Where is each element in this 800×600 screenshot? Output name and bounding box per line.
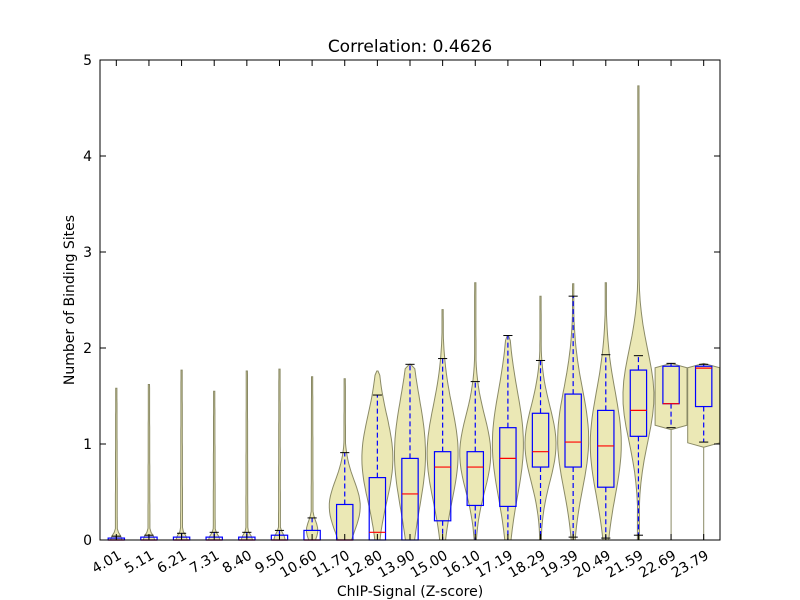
category-18-29 xyxy=(524,295,557,541)
violin xyxy=(589,282,622,541)
box xyxy=(629,369,648,437)
y-tick-label: 0 xyxy=(83,533,92,549)
box xyxy=(531,412,550,468)
x-axis-label: ChIP-Signal (Z-score) xyxy=(337,584,483,600)
box xyxy=(597,409,615,488)
plot-marks xyxy=(107,85,721,541)
category-20-49 xyxy=(589,282,622,541)
category-9-50 xyxy=(270,368,289,541)
category-8-40 xyxy=(238,370,256,541)
chart-title: Correlation: 0.4626 xyxy=(328,37,492,57)
violin xyxy=(557,283,590,541)
x-tick-label: 6.21 xyxy=(155,548,190,577)
x-tick-label: 5.11 xyxy=(122,548,157,577)
category-11-70 xyxy=(328,378,361,541)
x-tick-label: 23.79 xyxy=(669,548,712,582)
violin xyxy=(273,368,286,541)
y-axis: 0 1 2 3 4 5 xyxy=(83,53,720,549)
violin xyxy=(524,295,557,541)
category-21-59 xyxy=(622,85,655,541)
box xyxy=(564,393,582,468)
box xyxy=(466,451,485,507)
violin xyxy=(654,362,688,540)
category-17-19 xyxy=(491,335,524,541)
box xyxy=(694,365,713,408)
category-7-31 xyxy=(205,390,223,541)
y-axis-label: Number of Binding Sites xyxy=(62,215,78,385)
x-tick-label: 8.40 xyxy=(220,548,255,577)
category-15-00 xyxy=(426,309,459,541)
y-tick-label: 1 xyxy=(83,437,92,453)
box xyxy=(433,451,452,522)
y-tick-label: 5 xyxy=(83,53,92,69)
x-tick-label: 4.01 xyxy=(89,548,124,577)
category-13-90 xyxy=(394,363,426,541)
category-10-60 xyxy=(303,376,321,541)
violin xyxy=(175,369,189,541)
category-6-21 xyxy=(172,369,191,541)
category-23-79 xyxy=(687,362,721,540)
category-16-10 xyxy=(459,282,492,541)
violin xyxy=(142,384,156,541)
x-tick-label: 7.31 xyxy=(187,548,222,577)
category-4-01 xyxy=(107,387,126,541)
violin xyxy=(109,387,123,541)
y-tick-label: 3 xyxy=(83,245,92,261)
y-tick-label: 4 xyxy=(83,149,92,165)
category-19-39 xyxy=(557,283,590,541)
box xyxy=(499,427,517,507)
violin xyxy=(240,370,254,541)
violin xyxy=(305,376,319,541)
category-12-80 xyxy=(361,370,394,541)
y-tick-label: 2 xyxy=(83,341,92,357)
category-22-69 xyxy=(654,362,688,540)
category-5-11 xyxy=(140,384,158,541)
violin xyxy=(207,390,221,541)
violin xyxy=(328,378,361,541)
violin xyxy=(687,362,721,540)
